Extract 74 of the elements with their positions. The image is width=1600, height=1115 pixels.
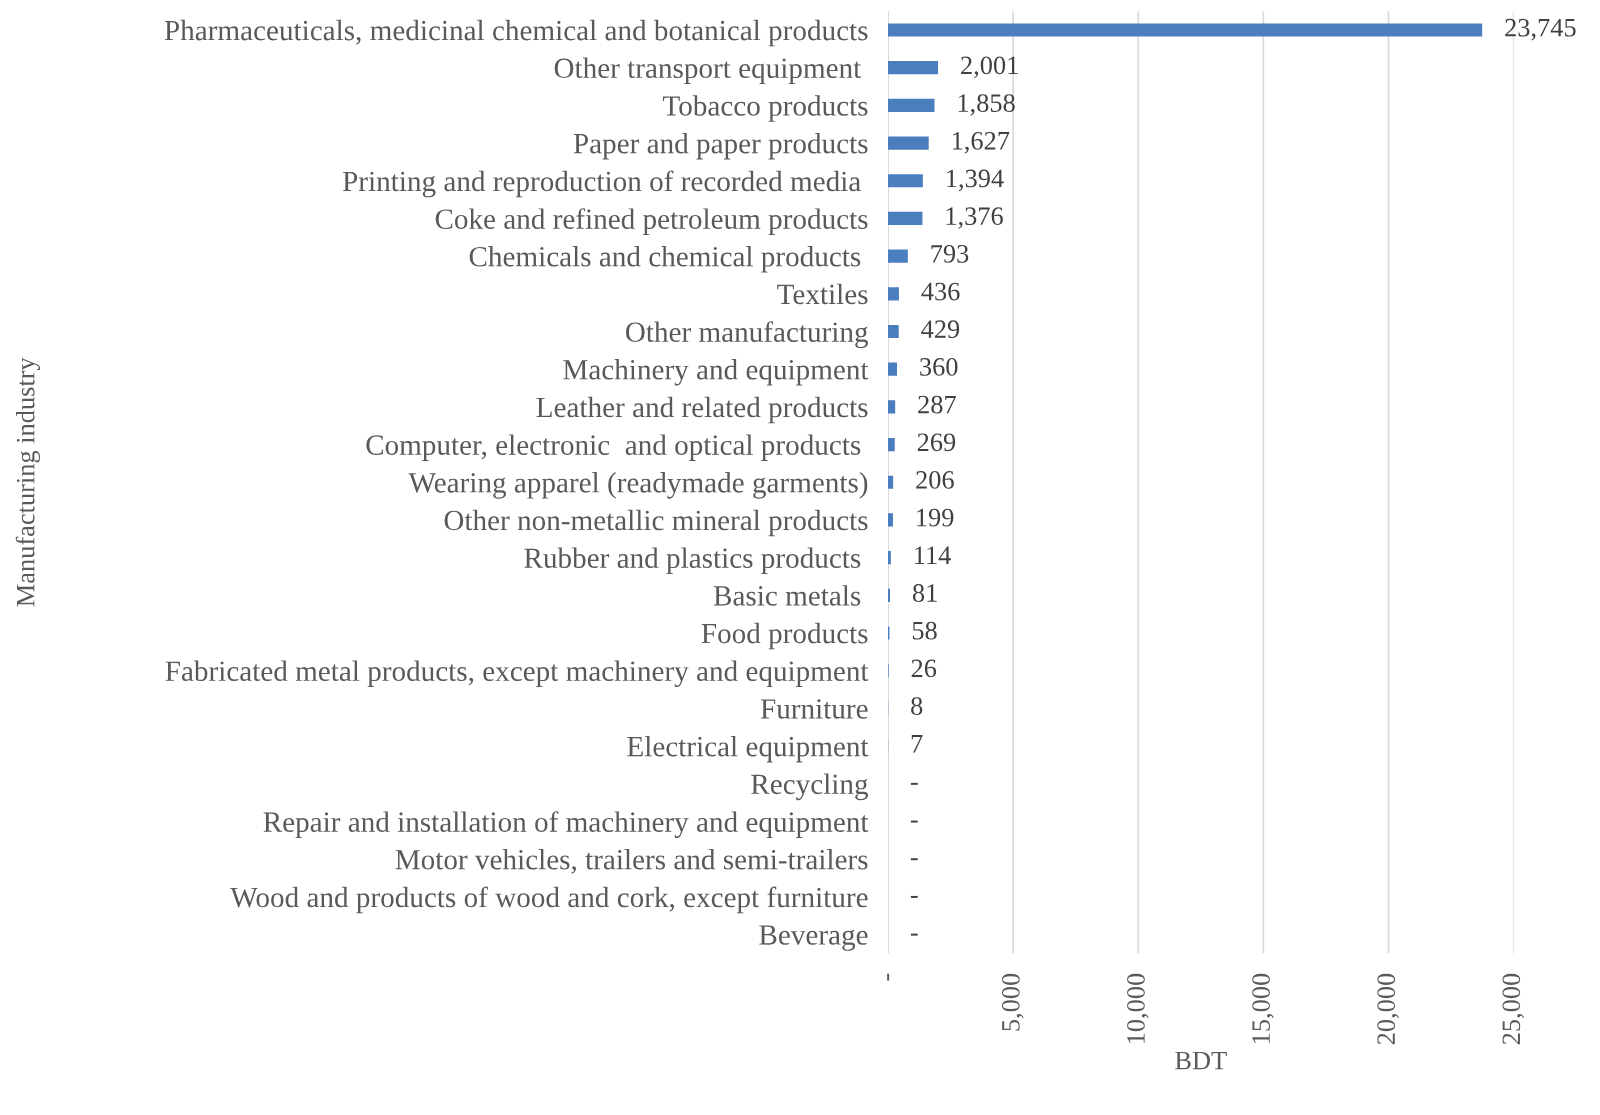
x-axis-title: BDT <box>1175 1051 1227 1070</box>
y-tick-label: Coke and refined petroleum products <box>435 208 868 235</box>
data-label: 23,745 <box>1505 18 1576 41</box>
y-tick-label: Computer, electronic and optical products <box>366 434 861 461</box>
y-tick-label: Tobacco products <box>662 95 868 122</box>
y-tick-label: Pharmaceuticals, medicinal chemical and botanical products <box>164 19 868 47</box>
data-label: 114 <box>915 546 951 564</box>
y-tick-label: Other manufacturing <box>625 321 868 349</box>
x-tick-label: 5,000 <box>1001 973 1024 1031</box>
data-label: 287 <box>918 395 956 414</box>
data-label: - <box>910 858 918 861</box>
data-label: 2,001 <box>961 56 1018 79</box>
bar <box>888 249 908 263</box>
data-label: 1,627 <box>952 131 1010 154</box>
x-tick-label: 15,000 <box>1252 973 1274 1044</box>
bar <box>888 211 923 226</box>
y-tick-label: Wood and products of wood and cork, except furniture <box>230 886 868 914</box>
y-tick-label: Electrical equipment <box>627 735 869 763</box>
bar <box>888 23 1483 37</box>
y-tick-label: Rubber and plastics products <box>524 547 861 574</box>
y-tick-label: Chemicals and chemical products <box>469 246 861 273</box>
bar <box>888 551 891 565</box>
data-label: 360 <box>920 357 958 376</box>
data-label: - <box>910 895 918 898</box>
bar <box>888 475 894 489</box>
data-label: 8 <box>911 697 923 715</box>
data-label: - <box>910 782 918 785</box>
data-label: - <box>910 933 918 936</box>
y-tick-label: Printing and reproduction of recorded media <box>342 170 861 198</box>
y-tick-label: Furniture <box>760 699 868 719</box>
bar <box>888 437 895 452</box>
y-tick-label: Basic metals <box>713 585 861 606</box>
x-tick-label: 10,000 <box>1127 973 1149 1044</box>
y-tick-label: Food products <box>701 622 868 650</box>
bar <box>888 513 893 527</box>
y-tick-label: Motor vehicles, trailers and semi-trailers <box>395 848 868 874</box>
data-label: 7 <box>911 735 923 753</box>
bar <box>888 400 896 414</box>
bar <box>888 61 939 75</box>
y-tick-label: Fabricated metal products, except machinery and equipment <box>165 660 869 688</box>
data-label: 1,376 <box>946 207 1003 229</box>
data-label: 793 <box>931 244 969 263</box>
y-tick-label: Leather and related products <box>536 396 868 424</box>
data-label: - <box>910 820 918 823</box>
y-tick-label: Paper and paper products <box>573 132 868 160</box>
bar <box>888 287 899 301</box>
y-tick-label: Wearing apparel (readymade garments) <box>408 472 868 499</box>
data-label: 1,858 <box>958 94 1015 116</box>
bar <box>888 174 923 188</box>
bar <box>888 362 898 376</box>
data-label: 269 <box>917 433 956 452</box>
y-tick-label: Recycling <box>751 773 868 801</box>
data-label: 58 <box>912 621 937 640</box>
y-tick-label: Other transport equipment <box>554 57 862 85</box>
y-tick-label: Other non-metallic mineral products <box>444 509 868 537</box>
y-tick-label: Machinery and equipment <box>563 359 869 386</box>
y-tick-label: Textiles <box>777 283 868 305</box>
x-tick-label: - <box>887 973 890 981</box>
bar <box>888 588 891 602</box>
data-label: 436 <box>921 282 960 301</box>
data-label: 26 <box>911 659 937 678</box>
bar <box>888 324 899 339</box>
data-label: 81 <box>912 584 937 602</box>
bar <box>888 98 935 112</box>
y-tick-label: Repair and installation of machinery and equipment <box>263 811 869 838</box>
data-label: 206 <box>916 471 954 489</box>
y-tick-label: Beverage <box>759 925 868 951</box>
data-label: 199 <box>917 508 954 527</box>
data-label: 1,394 <box>947 169 1004 192</box>
bar <box>888 136 929 150</box>
x-tick-label: 25,000 <box>1502 973 1524 1045</box>
data-label: 429 <box>921 320 960 339</box>
x-tick-label: 20,000 <box>1377 973 1399 1045</box>
y-axis-title: Manufacturing industry <box>15 357 40 607</box>
